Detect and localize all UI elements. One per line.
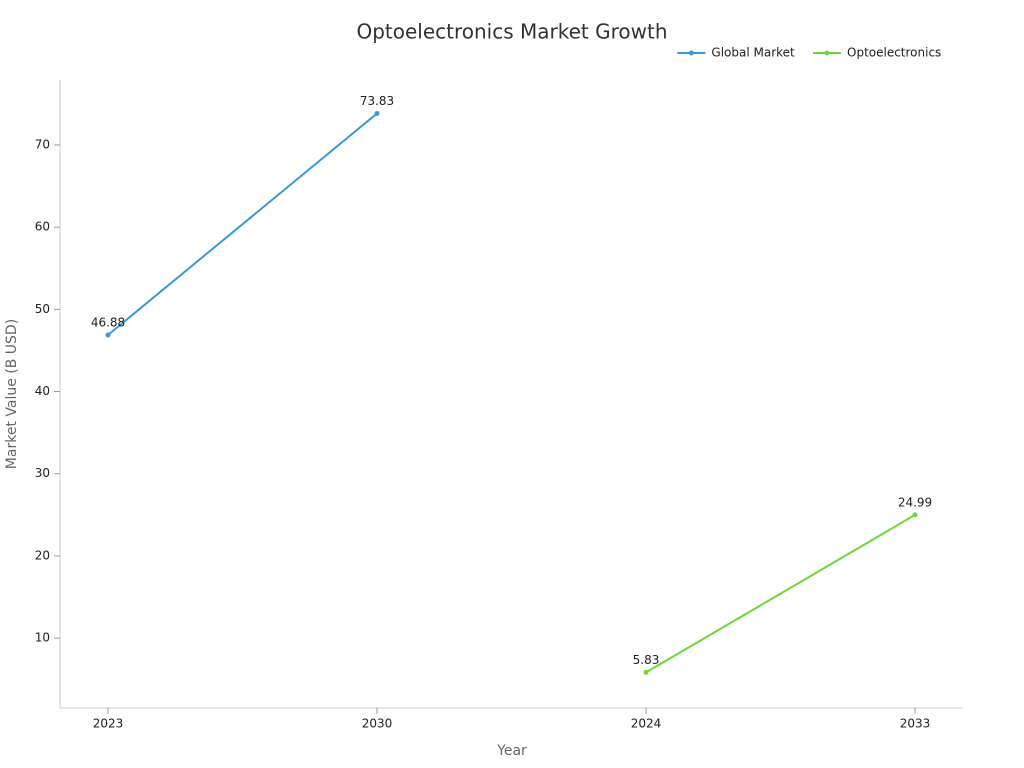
x-tick-label: 2023 — [93, 717, 124, 731]
y-tick-label: 20 — [35, 548, 50, 562]
y-tick-label: 70 — [35, 137, 50, 151]
y-tick-label: 10 — [35, 631, 50, 645]
point — [374, 110, 380, 116]
point — [105, 332, 111, 338]
data-label: 73.83 — [360, 94, 394, 108]
chart-title: Optoelectronics Market Growth — [356, 20, 667, 44]
point — [643, 669, 649, 675]
x-tick-label: 2033 — [900, 717, 931, 731]
y-tick-label: 30 — [35, 466, 50, 480]
data-label: 24.99 — [898, 495, 932, 509]
legend-label: Optoelectronics — [847, 46, 941, 60]
legend-marker — [824, 50, 830, 56]
y-tick-label: 60 — [35, 220, 50, 234]
y-axis-title: Market Value (B USD) — [4, 319, 20, 469]
data-label: 46.88 — [91, 315, 125, 329]
legend-marker — [688, 50, 694, 56]
legend-label: Global Market — [711, 46, 795, 60]
x-axis-title: Year — [496, 743, 527, 759]
data-label: 5.83 — [633, 653, 660, 667]
x-tick-label: 2024 — [631, 717, 662, 731]
point — [912, 512, 918, 518]
y-tick-label: 40 — [35, 384, 50, 398]
series-line — [107, 112, 378, 336]
series-line — [645, 514, 916, 674]
y-tick-label: 50 — [35, 302, 50, 316]
x-tick-label: 2030 — [362, 717, 393, 731]
